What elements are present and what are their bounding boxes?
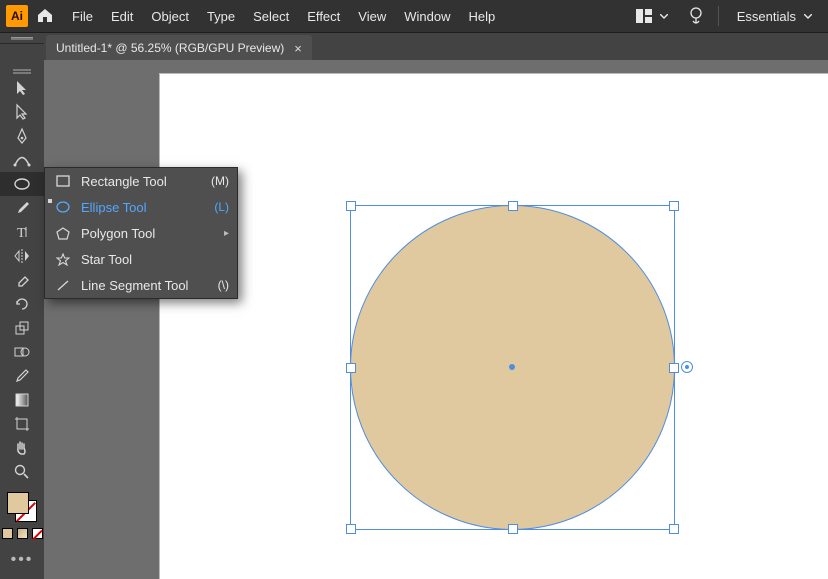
artboard[interactable] [160, 74, 828, 579]
tools-panel-grip[interactable] [0, 66, 44, 74]
tool-zoom[interactable] [0, 460, 44, 484]
line-icon [55, 279, 71, 292]
workspace-switcher[interactable]: Essentials [733, 7, 816, 26]
handle-mr[interactable] [669, 363, 679, 373]
tools-panel: T ••• [0, 60, 45, 579]
ellipse-icon [55, 201, 71, 213]
handle-tm[interactable] [508, 201, 518, 211]
tool-gradient[interactable] [0, 388, 44, 412]
document-tab-strip: Untitled-1* @ 56.25% (RGB/GPU Preview) × [0, 33, 828, 62]
draw-mode-dots[interactable]: ••• [11, 551, 34, 569]
flyout-label: Line Segment Tool [81, 278, 208, 293]
menu-view[interactable]: View [358, 9, 386, 24]
handle-tr[interactable] [669, 201, 679, 211]
color-mode-gradient[interactable] [17, 528, 28, 539]
handle-tl[interactable] [346, 201, 356, 211]
flyout-shortcut: (M) [211, 174, 229, 188]
app-logo: Ai [6, 5, 28, 27]
arrange-documents-icon [636, 9, 652, 23]
document-tab-title: Untitled-1* @ 56.25% (RGB/GPU Preview) [56, 41, 284, 55]
flyout-ellipse-tool[interactable]: Ellipse Tool (L) [45, 194, 237, 220]
tool-pen[interactable] [0, 124, 44, 148]
tool-eraser[interactable] [0, 268, 44, 292]
handle-ml[interactable] [346, 363, 356, 373]
control-panel-grip[interactable] [0, 33, 44, 44]
tool-reflect[interactable] [0, 244, 44, 268]
star-icon [55, 253, 71, 266]
rectangle-icon [55, 175, 71, 187]
center-point [509, 364, 515, 370]
menu-type[interactable]: Type [207, 9, 235, 24]
flyout-line-segment-tool[interactable]: Line Segment Tool (\) [45, 272, 237, 298]
live-shape-widget[interactable] [681, 361, 693, 373]
menu-effect[interactable]: Effect [307, 9, 340, 24]
polygon-icon [55, 227, 71, 240]
separator [718, 6, 719, 26]
flyout-shortcut: (\) [218, 278, 229, 292]
tool-selection[interactable] [0, 76, 44, 100]
menu-edit[interactable]: Edit [111, 9, 133, 24]
tool-eyedropper[interactable] [0, 364, 44, 388]
tool-paintbrush[interactable] [0, 196, 44, 220]
document-tab[interactable]: Untitled-1* @ 56.25% (RGB/GPU Preview) × [46, 35, 312, 61]
workspace-label: Essentials [737, 9, 796, 24]
flyout-label: Polygon Tool [81, 226, 214, 241]
submenu-indicator-icon: ▸ [224, 228, 229, 239]
arrange-documents-button[interactable] [630, 7, 674, 25]
color-mode-none[interactable] [32, 528, 43, 539]
close-icon[interactable]: × [294, 42, 302, 55]
tool-scale[interactable] [0, 316, 44, 340]
tool-type[interactable]: T [0, 220, 44, 244]
tool-rotate[interactable] [0, 292, 44, 316]
flyout-label: Star Tool [81, 252, 219, 267]
flyout-rectangle-tool[interactable]: Rectangle Tool (M) [45, 168, 237, 194]
handle-br[interactable] [669, 524, 679, 534]
tool-shape-builder[interactable] [0, 340, 44, 364]
main-menu: File Edit Object Type Select Effect View… [72, 9, 495, 24]
tool-hand[interactable] [0, 436, 44, 460]
handle-bl[interactable] [346, 524, 356, 534]
flyout-selected-dot [48, 199, 52, 203]
menu-file[interactable]: File [72, 9, 93, 24]
color-mode-solid[interactable] [2, 528, 13, 539]
canvas-area[interactable] [44, 60, 828, 579]
tool-direct-selection[interactable] [0, 100, 44, 124]
chevron-down-icon [804, 14, 812, 19]
handle-bm[interactable] [508, 524, 518, 534]
app-topbar: Ai File Edit Object Type Select Effect V… [0, 0, 828, 33]
menu-window[interactable]: Window [404, 9, 450, 24]
tool-curvature[interactable] [0, 148, 44, 172]
flyout-star-tool[interactable]: Star Tool [45, 246, 237, 272]
chevron-down-icon [660, 14, 668, 19]
tool-artboard[interactable] [0, 412, 44, 436]
flyout-label: Ellipse Tool [81, 200, 204, 215]
home-icon[interactable] [36, 7, 54, 26]
fill-stroke-controls[interactable]: ••• [0, 492, 44, 569]
svg-text:T: T [17, 226, 26, 241]
shape-tool-flyout: Rectangle Tool (M) Ellipse Tool (L) Poly… [44, 167, 238, 299]
flyout-label: Rectangle Tool [81, 174, 201, 189]
tool-shape[interactable] [0, 172, 44, 196]
flyout-shortcut: (L) [214, 200, 229, 214]
menu-object[interactable]: Object [151, 9, 189, 24]
menu-select[interactable]: Select [253, 9, 289, 24]
search-help-icon[interactable] [688, 6, 704, 26]
fill-swatch[interactable] [7, 492, 29, 514]
flyout-polygon-tool[interactable]: Polygon Tool ▸ [45, 220, 237, 246]
menu-help[interactable]: Help [468, 9, 495, 24]
